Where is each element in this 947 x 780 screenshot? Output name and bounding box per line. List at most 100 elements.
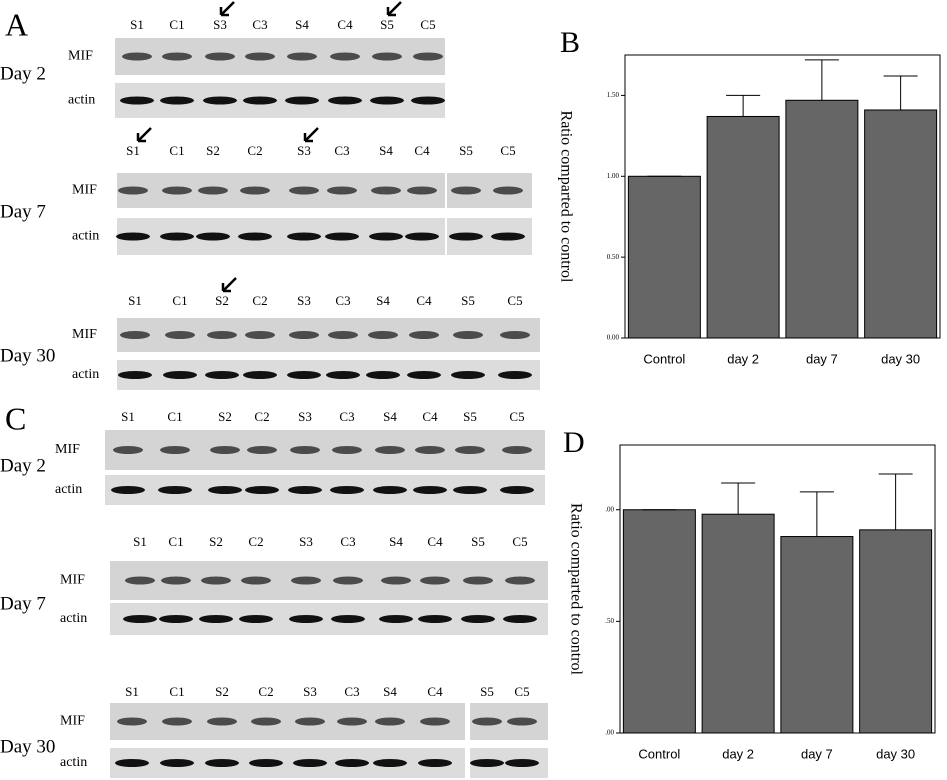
lane-label: S2	[215, 684, 229, 699]
actin-band	[243, 371, 277, 379]
row-label: MIF	[60, 714, 85, 729]
lane-label: S3	[297, 143, 311, 158]
lane-label: C2	[258, 684, 273, 699]
lane-label: C5	[500, 143, 515, 158]
actin-band	[370, 96, 404, 105]
lane-label: C2	[248, 534, 263, 549]
mif-band	[120, 331, 150, 339]
actin-band	[245, 486, 279, 494]
actin-band	[379, 615, 413, 623]
actin-band	[411, 96, 445, 105]
actin-band	[500, 486, 534, 494]
error-bar	[878, 473, 913, 530]
error-bar	[799, 491, 834, 537]
y-tick-label: .00	[605, 729, 614, 737]
lane-label: S5	[459, 143, 473, 158]
plot-frame	[624, 54, 941, 339]
arrow	[386, 1, 402, 17]
mif-band	[420, 717, 450, 726]
mif-band	[247, 446, 277, 454]
x-tick-label: day 30	[876, 746, 915, 761]
actin-band	[289, 615, 323, 623]
mif-band	[162, 186, 192, 195]
mif-band	[161, 576, 191, 585]
row-label: MIF	[72, 327, 97, 342]
actin-band	[326, 371, 360, 379]
y-axis-label: Ratio comparted to control	[557, 111, 574, 284]
lane-label: S1	[133, 534, 147, 549]
actin-band	[159, 615, 193, 623]
day-label: Day 7	[0, 593, 46, 614]
actin-band	[449, 232, 483, 241]
day-label: Day 30	[0, 345, 55, 366]
actin-band	[238, 232, 272, 241]
mif-band	[251, 717, 281, 726]
mif-band	[500, 331, 530, 339]
actin-band	[160, 759, 194, 767]
x-tick-label: day 2	[722, 746, 754, 761]
plot-frame	[619, 444, 936, 734]
lane-label: C4	[337, 17, 353, 32]
bar	[780, 536, 854, 734]
lane-label: C1	[168, 534, 183, 549]
actin-band	[199, 615, 233, 623]
lane-label: C4	[427, 684, 443, 699]
lane-label: C2	[252, 293, 267, 308]
actin-band	[335, 759, 369, 767]
mif-band	[289, 331, 319, 339]
mif-band	[332, 446, 362, 454]
y-tick-label: 1.50	[607, 91, 620, 99]
lane-label: C4	[427, 534, 443, 549]
y-tick-label: 0.50	[607, 253, 620, 261]
mif-band	[240, 186, 270, 195]
actin-band	[418, 759, 452, 767]
actin-band	[498, 371, 532, 379]
arrow	[136, 127, 152, 143]
mif-band	[413, 52, 443, 61]
lane-label: C3	[340, 534, 355, 549]
actin-band	[163, 371, 197, 379]
mif-band	[472, 717, 502, 726]
actin-band	[208, 486, 242, 494]
lane-label: S4	[389, 534, 403, 549]
lane-label: C3	[334, 143, 349, 158]
mif-band	[327, 186, 357, 195]
actin-band	[111, 486, 145, 494]
lane-label: S2	[215, 293, 229, 308]
mif-band	[295, 717, 325, 726]
mif-band	[381, 576, 411, 585]
mif-band	[245, 331, 275, 339]
lane-label: C5	[514, 684, 529, 699]
lane-label: S1	[128, 293, 142, 308]
x-tick-label: day 2	[727, 351, 759, 366]
actin-band	[328, 96, 362, 105]
lane-label: S1	[125, 684, 139, 699]
row-label: MIF	[72, 183, 97, 198]
actin-band	[325, 232, 359, 241]
actin-band	[205, 759, 239, 767]
lane-label: C3	[339, 409, 354, 424]
mif-band	[330, 52, 360, 61]
mif-band	[455, 446, 485, 454]
lane-label: S3	[298, 409, 312, 424]
x-tick-label: day 30	[881, 351, 920, 366]
y-tick-label: 0.00	[607, 334, 620, 342]
lane-label: S5	[461, 293, 475, 308]
bar	[859, 529, 933, 734]
lane-label: S4	[376, 293, 390, 308]
mif-band	[201, 576, 231, 585]
lane-label: C4	[414, 143, 430, 158]
mif-band	[122, 52, 152, 61]
lane-label: S2	[209, 534, 223, 549]
panel-label: C	[5, 400, 26, 436]
x-tick-label: day 7	[806, 351, 838, 366]
lane-label: S3	[297, 293, 311, 308]
actin-band	[470, 759, 504, 767]
y-tick-label: 1.00	[607, 172, 620, 180]
day-label: Day 30	[0, 736, 55, 757]
error-bar	[721, 482, 756, 515]
actin-band	[120, 96, 154, 105]
lane-label: C5	[512, 534, 527, 549]
bar	[706, 115, 780, 339]
mif-band	[207, 717, 237, 726]
